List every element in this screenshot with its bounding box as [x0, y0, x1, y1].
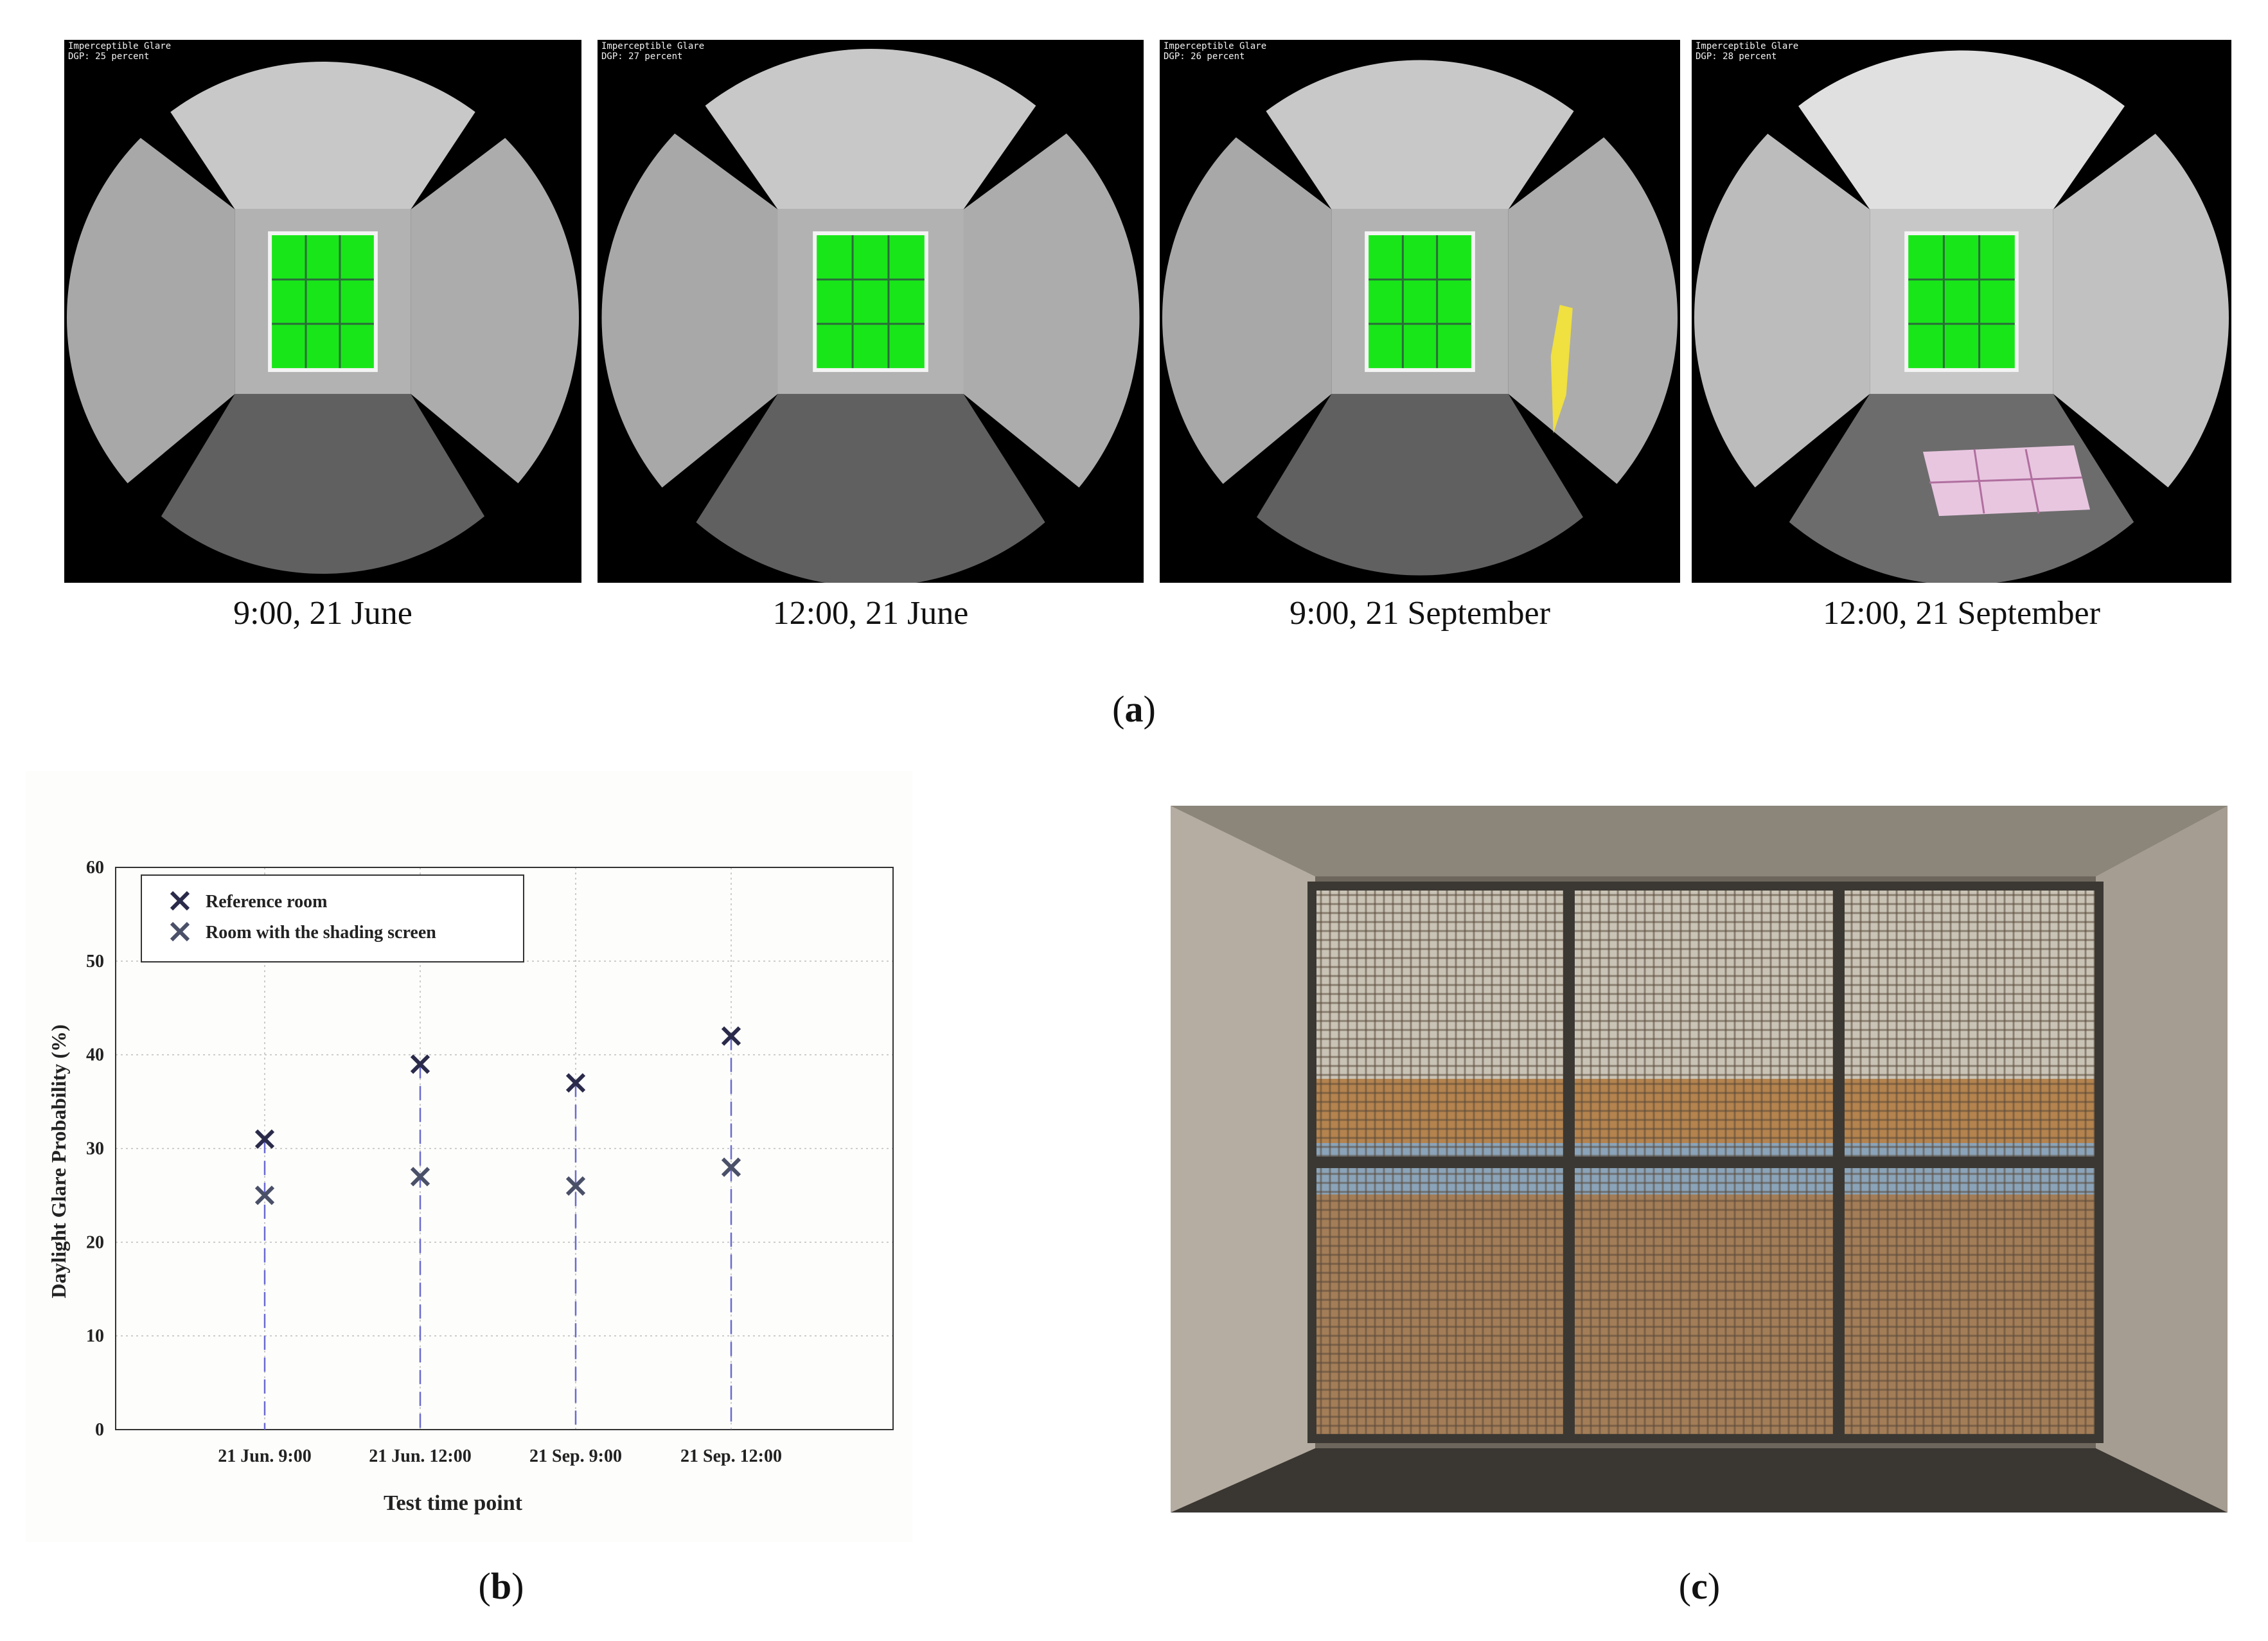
glare-class-text: Imperceptible Glare [601, 41, 705, 51]
panel-b-label: (b) [478, 1565, 524, 1607]
room-interior [67, 62, 579, 574]
shading-screen-point [565, 1176, 586, 1196]
plot-frame [115, 867, 894, 1430]
legend-label: Reference room [206, 892, 327, 912]
room-interior [1162, 60, 1678, 576]
x-tick-label: 21 Jun. 12:00 [369, 1446, 471, 1466]
shading-screen-point [721, 1157, 741, 1177]
y-tick-label: 30 [86, 1139, 104, 1159]
room-interior [601, 49, 1140, 583]
render-caption: 9:00, 21 June [233, 595, 412, 632]
fisheye-render: Imperceptible Glare DGP: 26 percent [1160, 40, 1680, 583]
fisheye-render: Imperceptible Glare DGP: 27 percent [598, 40, 1144, 583]
glare-source-window [1908, 235, 2015, 368]
legend-marker [170, 891, 190, 911]
y-tick-label: 50 [86, 952, 104, 971]
dgp-text: DGP: 27 percent [601, 51, 683, 62]
dgp-text: DGP: 25 percent [68, 51, 150, 62]
room-interior [1694, 50, 2229, 583]
glare-rating-tag: Imperceptible Glare DGP: 26 percent [1164, 41, 1266, 62]
legend-label: Room with the shading screen [206, 923, 436, 943]
window-with-screen [1307, 882, 2104, 1443]
x-tick-label: 21 Sep. 9:00 [529, 1446, 622, 1466]
chart-legend: Reference room Room with the shading scre… [141, 874, 524, 962]
glare-rating-tag: Imperceptible Glare DGP: 27 percent [601, 41, 704, 62]
render-caption: 12:00, 21 September [1823, 595, 2100, 632]
y-tick-label: 40 [86, 1045, 104, 1065]
glare-rating-tag: Imperceptible Glare DGP: 28 percent [1696, 41, 1798, 62]
panel-c-label: (c) [1678, 1565, 1721, 1607]
y-tick-label: 20 [86, 1232, 104, 1252]
reference-room-point [254, 1129, 275, 1149]
shading-screen-point [254, 1185, 275, 1205]
glare-class-text: Imperceptible Glare [1696, 41, 1799, 51]
y-tick-label: 0 [95, 1420, 104, 1440]
shading-screen-photo [1171, 806, 2228, 1512]
render-caption: 12:00, 21 June [772, 595, 969, 632]
glare-source-window [817, 235, 925, 368]
fisheye-render: Imperceptible Glare DGP: 28 percent [1692, 40, 2231, 583]
glare-class-text: Imperceptible Glare [68, 41, 172, 51]
x-axis-label: Test time point [384, 1491, 523, 1515]
reference-room-point [410, 1054, 430, 1074]
glare-source-window [272, 235, 374, 368]
fisheye-render: Imperceptible Glare DGP: 25 percent [64, 40, 581, 583]
glare-source-window [1369, 235, 1471, 368]
render-caption: 9:00, 21 September [1289, 595, 1550, 632]
shading-screen-point [410, 1167, 430, 1187]
legend-marker [170, 921, 190, 942]
glare-class-text: Imperceptible Glare [1164, 41, 1267, 51]
dgp-scatter-chart: 0 10 20 30 40 50 60 21 Jun. 9:00 21 Jun. 12:00 21… [26, 771, 912, 1542]
y-tick-label: 60 [86, 858, 104, 878]
panel-a-label: (a) [1112, 688, 1156, 730]
dgp-text: DGP: 26 percent [1164, 51, 1245, 62]
y-tick-label: 10 [86, 1326, 104, 1346]
wall-glare-patch [1550, 305, 1573, 434]
y-axis-label: Daylight Glare Probability (%) [47, 1024, 70, 1298]
glare-rating-tag: Imperceptible Glare DGP: 25 percent [68, 41, 171, 62]
reference-room-point [721, 1026, 741, 1046]
x-tick-label: 21 Sep. 12:00 [680, 1446, 782, 1466]
x-tick-label: 21 Jun. 9:00 [218, 1446, 311, 1466]
reference-room-point [565, 1073, 586, 1093]
dgp-text: DGP: 28 percent [1696, 51, 1777, 62]
